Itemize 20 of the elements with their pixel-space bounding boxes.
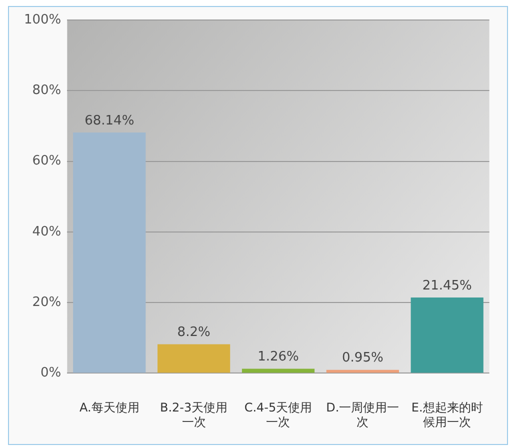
x-tick-label: C.4-5天使用一次 xyxy=(244,400,312,429)
y-tick-label: 60% xyxy=(32,154,62,169)
x-tick-label: A.每天使用 xyxy=(79,400,140,415)
x-tick-label: B.2-3天使用一次 xyxy=(160,400,228,429)
data-label: 8.2% xyxy=(177,325,210,340)
bar xyxy=(158,344,230,373)
x-tick-label: E.想起来的时候用一次 xyxy=(411,400,483,429)
bar xyxy=(73,132,146,373)
x-tick-label: D.一周使用一次 xyxy=(326,400,400,429)
bar xyxy=(410,297,484,373)
y-tick-label: 20% xyxy=(32,294,62,310)
data-label: 21.45% xyxy=(422,278,472,294)
data-label: 0.95% xyxy=(342,350,384,366)
data-label: 1.26% xyxy=(258,350,299,365)
y-tick-label: 0% xyxy=(40,366,62,381)
data-label: 68.14% xyxy=(84,113,134,128)
y-tick-label: 80% xyxy=(32,83,62,98)
y-tick-label: 40% xyxy=(32,224,62,240)
y-tick-label: 100% xyxy=(24,12,62,28)
bar xyxy=(242,368,315,373)
